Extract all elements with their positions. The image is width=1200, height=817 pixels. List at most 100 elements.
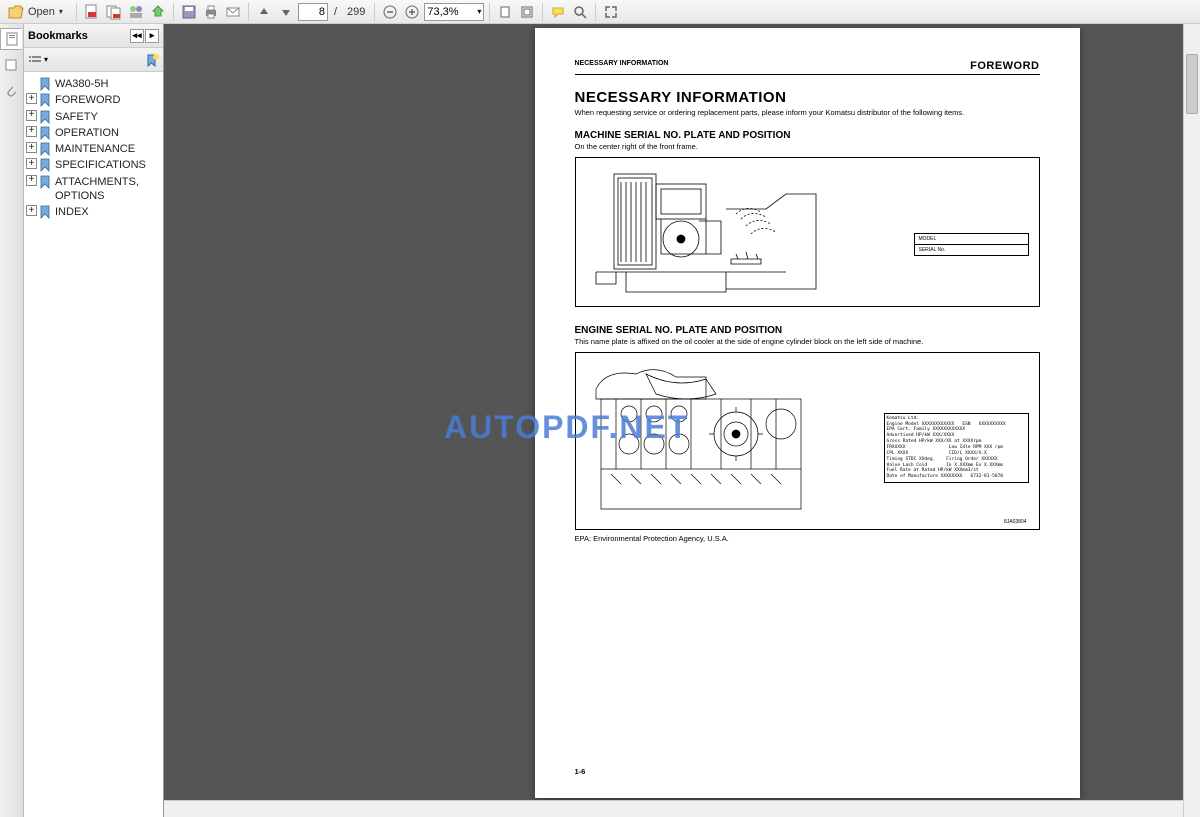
sidebar-options-button[interactable]: ▾ [28,53,48,67]
save-icon [181,4,197,20]
bookmark-label: ATTACHMENTS, OPTIONS [55,175,161,204]
horizontal-scrollbar[interactable] [164,800,1183,817]
vertical-scrollbar[interactable] [1183,24,1200,817]
dropdown-arrow-icon: ▾ [59,7,63,16]
bookmark-item[interactable]: + ATTACHMENTS, OPTIONS [26,174,161,205]
find-button[interactable] [570,2,590,22]
page-header: NECESSARY INFORMATION FOREWORD [575,60,1040,75]
expand-icon[interactable]: + [26,205,37,216]
page-thumbnails-tab[interactable] [0,54,22,76]
dropdown-arrow-icon: ▾ [477,7,481,16]
sidebar-header: Bookmarks ◂◂ ▸ [24,24,163,48]
figure-2: Komatsu Ltd. Engine Model XXXXXXXXXXXX E… [575,352,1040,530]
expand-spacer [26,77,37,88]
page-number-input[interactable] [298,3,328,21]
content-area: AUTOPDF.NET NECESSARY INFORMATION FOREWO… [164,24,1200,817]
bookmark-ribbon-icon [39,175,53,189]
bookmark-label: WA380-5H [55,77,161,91]
sidebar-collapse-left-button[interactable]: ◂◂ [130,29,144,43]
expand-icon[interactable]: + [26,126,37,137]
bookmark-item[interactable]: +OPERATION [26,125,161,141]
scrollbar-thumb[interactable] [1186,54,1198,114]
bookmark-item[interactable]: + INDEX [26,204,161,220]
separator [595,3,596,21]
expand-icon[interactable]: + [26,93,37,104]
page-separator: / [330,6,341,18]
thumbnails-icon [4,58,18,72]
tool-button-2[interactable] [517,2,537,22]
engine-drawing-icon [586,359,846,523]
up-arrow-icon [257,5,271,19]
main-area: Bookmarks ◂◂ ▸ ▾ WA380-5H+FOREWORD+SAFET… [0,24,1200,817]
create-pdf-button[interactable] [82,2,102,22]
folder-icon [8,5,24,19]
page-total: 299 [343,6,369,18]
figure-1-label-box: MODEL SERIAL No. [914,233,1029,256]
zoom-in-button[interactable] [402,2,422,22]
expand-icon[interactable]: + [26,110,37,121]
sidebar-tools: ▾ [24,48,163,72]
zoom-level-select[interactable]: 73,3% ▾ [424,3,484,21]
sidebar-title: Bookmarks [28,30,88,42]
bookmark-item[interactable]: + SAFETY [26,109,161,125]
page-footnote: EPA: Environmental Protection Agency, U.… [575,534,1040,543]
email-button[interactable] [223,2,243,22]
page-icon [498,5,512,19]
share-button[interactable] [148,2,168,22]
sidebar-collapse-right-button[interactable]: ▸ [145,29,159,43]
down-arrow-icon [279,5,293,19]
separator [173,3,174,21]
left-tabset [0,24,24,817]
section1-title: MACHINE SERIAL NO. PLATE AND POSITION [575,130,1040,141]
expand-icon[interactable]: + [26,142,37,153]
bookmark-ribbon-icon [39,205,53,219]
plus-icon [405,5,419,19]
share-icon [150,4,166,20]
section2-title: ENGINE SERIAL NO. PLATE AND POSITION [575,325,1040,336]
sidebar: Bookmarks ◂◂ ▸ ▾ WA380-5H+FOREWORD+SAFET… [24,24,164,817]
open-button[interactable]: Open ▾ [4,2,71,22]
zoom-value: 73,3% [427,6,458,18]
bookmarks-tab[interactable] [0,28,22,50]
collaborate-button[interactable] [126,2,146,22]
bookmark-ribbon-icon [39,142,53,156]
save-button[interactable] [179,2,199,22]
page-fit-icon [520,5,534,19]
separator [489,3,490,21]
page-header-right: FOREWORD [970,60,1039,72]
sidebar-header-buttons: ◂◂ ▸ [130,29,159,43]
open-label: Open [28,6,55,18]
separator [374,3,375,21]
expand-icon[interactable]: + [26,175,37,186]
comment-button[interactable] [548,2,568,22]
expand-icon[interactable]: + [26,158,37,169]
bookmark-item[interactable]: WA380-5H [26,76,161,92]
tool-button-1[interactable] [495,2,515,22]
collaborate-icon [128,4,144,20]
bookmark-item[interactable]: +SPECIFICATIONS [26,157,161,173]
list-icon [28,53,42,67]
separator [76,3,77,21]
attachments-tab[interactable] [0,80,22,102]
section2-subtitle: This name plate is affixed on the oil co… [575,337,1040,346]
main-toolbar: Open ▾ / 299 73,3% ▾ [0,0,1200,24]
email-icon [225,4,241,20]
fullscreen-button[interactable] [601,2,621,22]
bookmark-item[interactable]: +FOREWORD [26,92,161,108]
next-page-button[interactable] [276,2,296,22]
figure-1: MODEL SERIAL No. [575,157,1040,307]
sidebar-new-bookmark-button[interactable] [145,53,159,67]
print-button[interactable] [201,2,221,22]
bookmark-label: INDEX [55,205,161,219]
prev-page-button[interactable] [254,2,274,22]
minus-icon [383,5,397,19]
bookmark-item[interactable]: +MAINTENANCE [26,141,161,157]
bookmark-ribbon-icon [39,93,53,107]
search-icon [573,5,587,19]
zoom-out-button[interactable] [380,2,400,22]
combine-button[interactable] [104,2,124,22]
comment-icon [551,5,565,19]
dropdown-arrow-icon: ▾ [44,55,48,64]
bookmark-label: SAFETY [55,110,161,124]
fullscreen-icon [604,5,618,19]
